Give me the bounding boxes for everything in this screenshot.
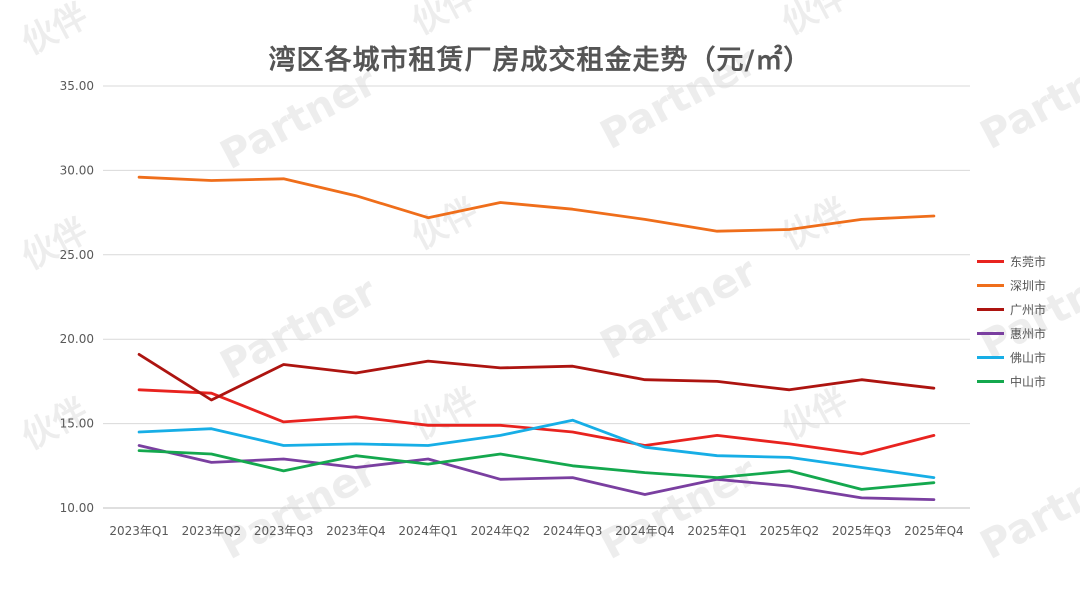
legend-label: 深圳市 bbox=[1010, 278, 1047, 293]
series-layer bbox=[137, 175, 936, 502]
x-tick-label: 2025年Q4 bbox=[904, 524, 964, 538]
legend: 东莞市深圳市广州市惠州市佛山市中山市 bbox=[977, 249, 1077, 393]
legend-swatch bbox=[977, 379, 1004, 383]
series-line bbox=[137, 449, 936, 491]
x-tick-label: 2024年Q4 bbox=[615, 524, 675, 538]
watermark-text: 伙伴 bbox=[405, 0, 484, 43]
legend-swatch bbox=[977, 259, 1004, 263]
series-line bbox=[137, 352, 936, 402]
x-tick-label: 2023年Q1 bbox=[109, 524, 169, 538]
series-line bbox=[137, 175, 936, 233]
x-tick-label: 2023年Q4 bbox=[326, 524, 386, 538]
legend-item: 深圳市 bbox=[977, 273, 1077, 297]
y-tick-label: 25.00 bbox=[60, 248, 94, 262]
y-tick-label: 15.00 bbox=[60, 417, 94, 431]
chart-title: 湾区各城市租赁厂房成交租金走势（元/㎡） bbox=[268, 45, 812, 76]
x-tick-label: 2024年Q1 bbox=[398, 524, 458, 538]
x-tick-label: 2023年Q3 bbox=[254, 524, 314, 538]
legend-item: 佛山市 bbox=[977, 345, 1077, 369]
x-tick-label: 2024年Q3 bbox=[543, 524, 603, 538]
legend-label: 中山市 bbox=[1010, 374, 1047, 389]
x-axis-ticks: 2023年Q1 2023年Q2 2023年Q3 2023年Q4 2024年Q1 2024年… bbox=[109, 524, 963, 538]
legend-swatch bbox=[977, 283, 1004, 287]
series-line bbox=[137, 418, 936, 480]
grid-layer bbox=[103, 85, 970, 509]
watermark-text: Partner bbox=[593, 449, 764, 569]
x-tick-label: 2023年Q2 bbox=[182, 524, 242, 538]
watermark-text: 伙伴 bbox=[405, 381, 484, 448]
y-tick-label: 30.00 bbox=[60, 163, 94, 177]
watermark-text: 伙伴 bbox=[15, 211, 94, 278]
y-tick-label: 10.00 bbox=[60, 501, 94, 515]
x-tick-label: 2025年Q1 bbox=[687, 524, 747, 538]
watermark-text: Partner bbox=[973, 449, 1080, 569]
watermark-text: 伙伴 bbox=[775, 0, 854, 43]
watermark-text: 伙伴 bbox=[775, 191, 854, 258]
legend-swatch bbox=[977, 355, 1004, 359]
legend-swatch bbox=[977, 307, 1004, 311]
legend-item: 中山市 bbox=[977, 369, 1077, 393]
x-tick-label: 2025年Q2 bbox=[760, 524, 820, 538]
legend-label: 惠州市 bbox=[1010, 326, 1047, 341]
x-tick-label: 2024年Q2 bbox=[471, 524, 531, 538]
legend-item: 东莞市 bbox=[977, 249, 1077, 273]
legend-label: 佛山市 bbox=[1010, 350, 1047, 365]
watermark-text: Partner bbox=[593, 249, 764, 369]
y-tick-label: 35.00 bbox=[60, 79, 94, 93]
x-tick-label: 2025年Q3 bbox=[832, 524, 892, 538]
legend-item: 广州市 bbox=[977, 297, 1077, 321]
legend-label: 东莞市 bbox=[1010, 254, 1047, 269]
y-axis-ticks: 10.00 15.00 20.00 25.00 30.00 35.00 bbox=[60, 79, 94, 515]
watermark-text: 伙伴 bbox=[405, 191, 484, 258]
y-tick-label: 20.00 bbox=[60, 332, 94, 346]
watermark-text: Partner bbox=[213, 269, 384, 389]
legend-item: 惠州市 bbox=[977, 321, 1077, 345]
legend-swatch bbox=[977, 331, 1004, 335]
legend-label: 广州市 bbox=[1010, 302, 1047, 317]
series-line bbox=[137, 444, 936, 502]
